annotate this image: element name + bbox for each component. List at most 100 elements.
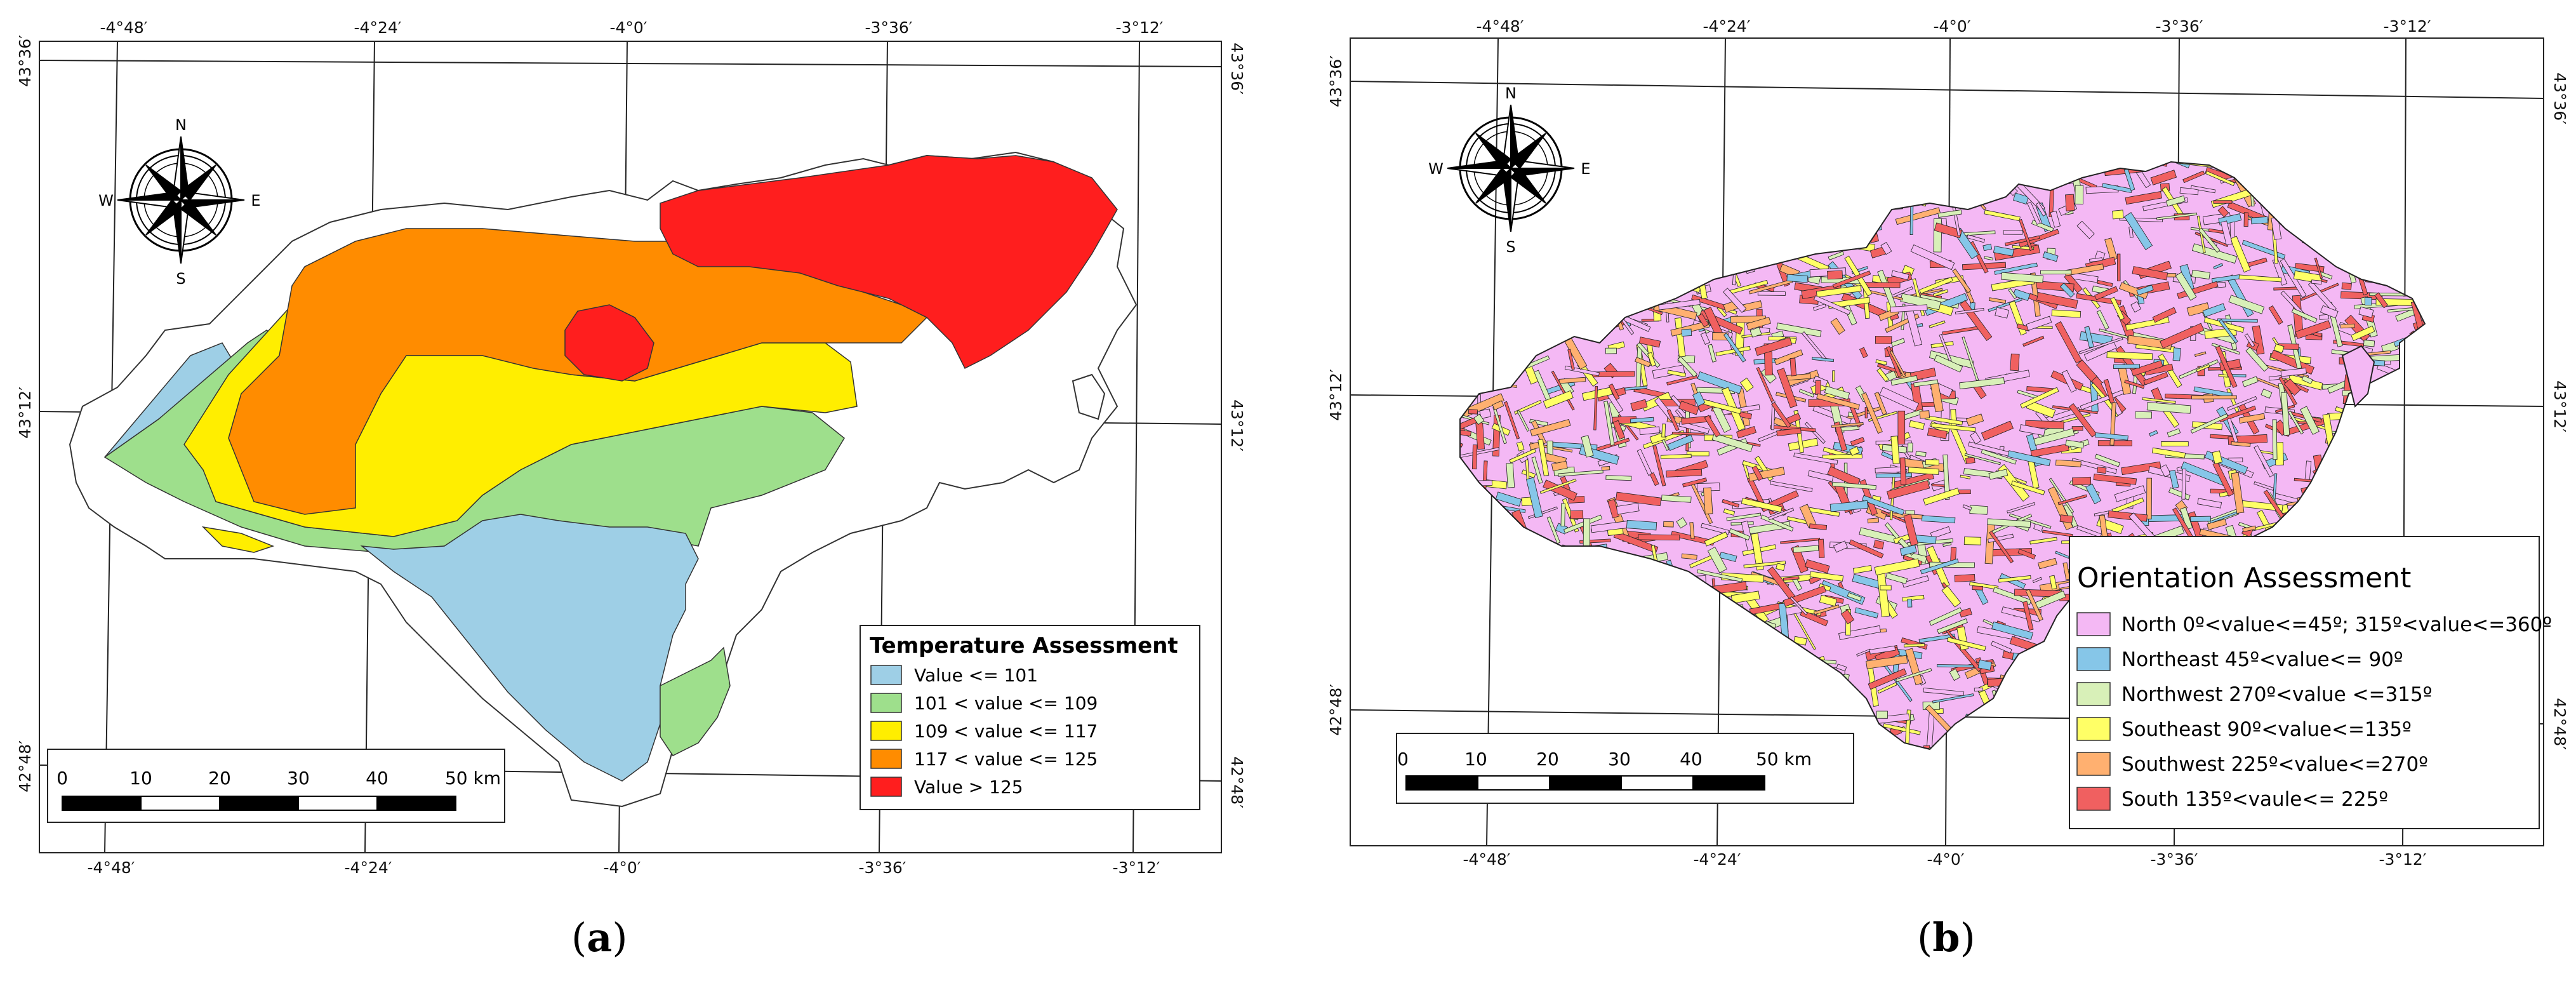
- aspect-patch: [1827, 270, 1843, 280]
- aspect-patch: [2012, 192, 2029, 205]
- aspect-patch: [2094, 453, 2120, 467]
- aspect-patch: [1875, 359, 1887, 366]
- aspect-patch: [1798, 389, 1815, 397]
- aspect-patch: [1639, 426, 1661, 436]
- scale-tick: 50 km: [445, 768, 501, 789]
- aspect-patch: [1551, 370, 1575, 411]
- lon-label: -4°48′: [100, 18, 148, 37]
- aspect-patch: [1736, 425, 1757, 439]
- aspect-patch: [1880, 585, 1892, 591]
- aspect-patch: [2364, 297, 2372, 306]
- aspect-patch: [1897, 410, 1906, 444]
- aspect-patch: [2059, 283, 2075, 298]
- aspect-patch: [1751, 465, 1763, 481]
- aspect-patch: [1593, 385, 1598, 431]
- aspect-patch: [1981, 449, 2017, 465]
- aspect-patch: [2065, 439, 2085, 449]
- lat-label: 43°36′: [1228, 43, 1246, 95]
- aspect-patch: [2319, 314, 2330, 320]
- aspect-patch: [2076, 220, 2095, 239]
- zone-le-101-south: [360, 514, 699, 782]
- aspect-patch: [1974, 687, 1984, 691]
- aspect-patch: [2061, 370, 2077, 393]
- aspect-patch: [2197, 498, 2222, 509]
- aspect-patch: [2055, 459, 2081, 467]
- aspect-patch: [2078, 337, 2123, 354]
- aspect-patch: [1890, 338, 1906, 347]
- aspect-patch: [1812, 356, 1835, 363]
- aspect-patch: [2025, 420, 2064, 429]
- aspect-patch: [1919, 276, 1953, 294]
- aspect-patch: [2119, 282, 2149, 300]
- aspect-patch: [2295, 263, 2325, 272]
- aspect-patch: [1468, 409, 1478, 415]
- aspect-patch: [1995, 307, 2010, 319]
- aspect-patch: [1630, 399, 1648, 411]
- aspect-patch: [1686, 451, 1710, 457]
- legend-label: Southeast 90º<value<=135º: [2121, 718, 2412, 741]
- legend-swatch: [870, 665, 902, 685]
- aspect-patch: [1818, 538, 1825, 559]
- aspect-patch: [1671, 432, 1705, 436]
- aspect-patch: [2190, 185, 2216, 194]
- aspect-patch: [1697, 313, 1710, 328]
- aspect-patch: [1471, 444, 1478, 470]
- aspect-patch: [2281, 392, 2290, 436]
- aspect-patch: [2093, 473, 2137, 485]
- aspect-patch: [1492, 400, 1504, 411]
- aspect-patch: [1937, 664, 1974, 668]
- aspect-patch: [1829, 500, 1868, 512]
- aspect-patch: [1988, 469, 2008, 480]
- aspect-patch: [1551, 460, 1568, 472]
- aspect-patch: [2030, 443, 2069, 458]
- map-panel-a: -4°48′ -4°24′ -4°0′ -3°36′ -3°12′ -4°48′…: [0, 0, 1257, 889]
- caption-a: (a): [571, 914, 628, 961]
- aspect-patch: [1711, 432, 1753, 453]
- aspect-patch: [1875, 472, 1912, 478]
- aspect-patch: [1828, 251, 1845, 260]
- aspect-patch: [1509, 448, 1537, 464]
- aspect-patch: [2252, 325, 2265, 355]
- aspect-patch: [1789, 596, 1808, 615]
- aspect-patch: [1967, 234, 1986, 243]
- lat-label: 43°12′: [1327, 369, 1345, 421]
- aspect-patch: [1777, 368, 1798, 408]
- aspect-patch: [2218, 373, 2228, 378]
- aspect-patch: [1907, 599, 1913, 608]
- aspect-patch: [1581, 435, 1594, 458]
- lon-label: -3°36′: [2151, 850, 2198, 869]
- legend-temperature: Temperature Assessment Value <= 101 101 <…: [860, 625, 1200, 810]
- aspect-patch: [2027, 201, 2041, 225]
- aspect-patch: [1816, 285, 1862, 298]
- aspect-patch: [1827, 466, 1861, 487]
- aspect-patch: [2003, 230, 2023, 235]
- aspect-patch: [1984, 256, 1994, 261]
- aspect-patch: [1543, 390, 1574, 409]
- zone-gt-125-north: [660, 155, 1118, 370]
- aspect-patch: [2205, 170, 2235, 186]
- aspect-patch: [2059, 514, 2073, 523]
- aspect-patch: [2146, 402, 2191, 414]
- aspect-patch: [1910, 244, 1955, 270]
- aspect-patch: [2124, 379, 2145, 389]
- aspect-patch: [2229, 236, 2251, 273]
- legend-label: Value <= 101: [914, 665, 1038, 686]
- aspect-patch: [1746, 317, 1771, 330]
- aspect-patch: [1675, 317, 1686, 357]
- aspect-patch: [2161, 441, 2189, 447]
- aspect-patch: [2051, 309, 2081, 318]
- aspect-patch: [2181, 469, 2187, 500]
- aspect-patch: [1757, 291, 1786, 296]
- legend-label: 117 < value <= 125: [914, 749, 1098, 770]
- aspect-patch: [2099, 328, 2128, 339]
- aspect-patch: [2128, 226, 2134, 238]
- aspect-patch: [1663, 521, 1674, 528]
- aspect-patch: [1962, 504, 1972, 511]
- aspect-patch: [1964, 453, 2001, 465]
- aspect-patch: [2029, 537, 2057, 545]
- aspect-patch: [1831, 422, 1864, 428]
- lat-labels-right: 43°36′ 43°12′ 42°48′: [2551, 72, 2569, 750]
- compass-n: N: [1505, 84, 1517, 102]
- aspect-patch: [1805, 559, 1830, 574]
- scale-tick: 50 km: [1756, 749, 1812, 770]
